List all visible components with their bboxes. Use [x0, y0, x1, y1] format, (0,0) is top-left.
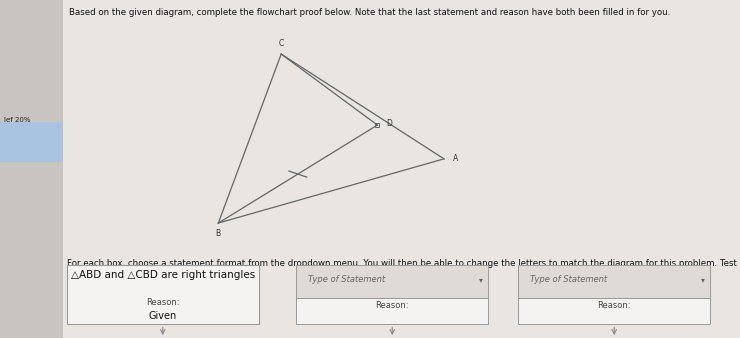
Text: A: A	[453, 154, 458, 163]
Bar	[518, 265, 710, 298]
Text: Given: Given	[149, 311, 177, 321]
Text: Type of Statement: Type of Statement	[308, 275, 385, 285]
Text: D: D	[386, 119, 392, 128]
Text: Type of Statement: Type of Statement	[530, 275, 607, 285]
Text: ▾: ▾	[701, 275, 704, 285]
Text: lef 20%: lef 20%	[4, 117, 30, 123]
Text: Reason:: Reason:	[375, 301, 409, 310]
Bar	[296, 298, 488, 324]
Text: Based on the given diagram, complete the flowchart proof below. Note that the la: Based on the given diagram, complete the…	[70, 8, 670, 18]
Bar	[518, 298, 710, 324]
Text: Reason:: Reason:	[597, 301, 631, 310]
Bar	[296, 265, 488, 298]
Text: For each box, choose a statement format from the dropdown menu. You will then be: For each box, choose a statement format …	[67, 259, 736, 268]
Bar	[0, 122, 63, 162]
Bar	[0, 0, 63, 338]
Text: Reason:: Reason:	[146, 298, 180, 307]
Bar	[67, 265, 259, 324]
Text: B: B	[216, 229, 221, 238]
Text: C: C	[278, 39, 284, 48]
Text: ▾: ▾	[479, 275, 482, 285]
Text: △ABD and △CBD are right triangles: △ABD and △CBD are right triangles	[71, 270, 255, 281]
